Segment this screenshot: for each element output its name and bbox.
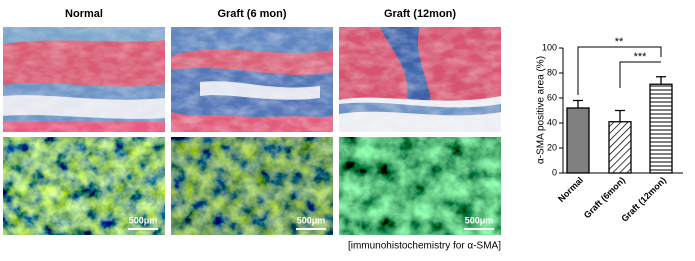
x-tick-label: Normal bbox=[556, 175, 585, 204]
scale-bar-label: 500μm bbox=[129, 215, 158, 225]
image bbox=[3, 137, 165, 235]
image bbox=[171, 137, 333, 235]
significance-bracket bbox=[619, 61, 661, 88]
y-tick-label: 100 bbox=[542, 42, 557, 52]
y-tick-label: 60 bbox=[547, 92, 557, 102]
x-tick-label: Graft (6mon) bbox=[582, 175, 627, 220]
significance-bracket bbox=[577, 46, 662, 95]
bar-chart: α-SMA positive area (%) ** *** 0 20 40 60 80… bbox=[536, 36, 683, 224]
significance-label: *** bbox=[634, 51, 648, 63]
y-tick-label: 20 bbox=[547, 142, 557, 152]
image bbox=[339, 137, 501, 235]
panel-title: Graft (6 mon) bbox=[217, 8, 286, 20]
scale-bar-label: 500μm bbox=[297, 215, 326, 225]
scale-bar-label: 500μm bbox=[465, 215, 494, 225]
y-tick-label: 0 bbox=[552, 167, 557, 177]
caption: [immunohistochemistry for α-SMA] bbox=[348, 241, 501, 252]
panel-title: Graft (12mon) bbox=[384, 8, 456, 20]
y-tick-label: 80 bbox=[547, 67, 557, 77]
error-bar bbox=[656, 76, 666, 85]
bar bbox=[649, 83, 673, 174]
y-axis-label: α-SMA positive area (%) bbox=[536, 56, 547, 164]
bar bbox=[608, 121, 632, 174]
image bbox=[339, 27, 501, 132]
error-bar bbox=[573, 99, 583, 108]
y-tick-label: 40 bbox=[547, 117, 557, 127]
image bbox=[3, 27, 165, 132]
image bbox=[171, 27, 333, 132]
panel-title: Normal bbox=[65, 8, 103, 20]
significance-label: ** bbox=[615, 36, 624, 48]
bar bbox=[566, 107, 590, 174]
error-bar bbox=[615, 109, 625, 122]
histology-panels: Normal Graft (6 mon) Graft (12mon) 500μm… bbox=[3, 8, 501, 252]
